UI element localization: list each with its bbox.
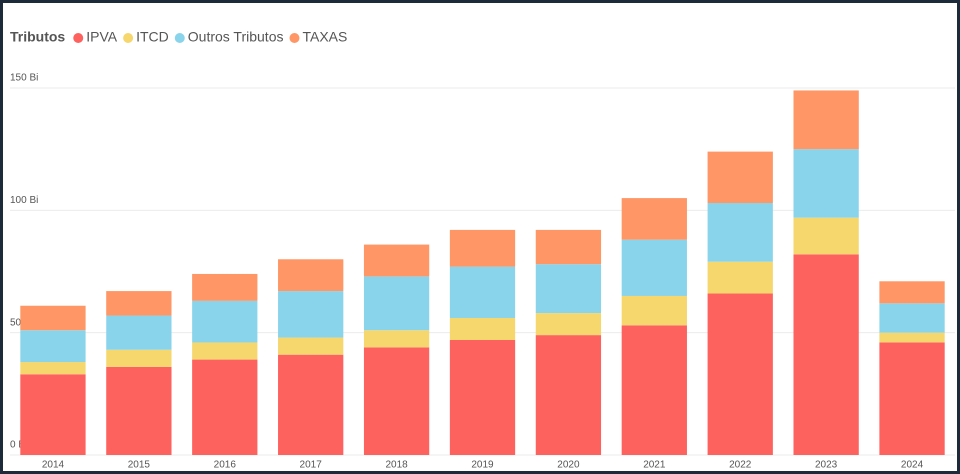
bar-segment [192,359,258,455]
bar-segment [20,305,86,331]
bar-segment [449,229,516,267]
x-tick-label: 2020 [557,460,580,471]
x-tick-label: 2021 [643,460,666,471]
x-tick-label: 2023 [815,460,838,471]
bar-segment [106,366,172,455]
legend-title: Tributos [10,29,65,45]
legend-label: ITCD [136,29,169,45]
bar-segment [106,315,172,350]
bar-segment [20,330,86,363]
bar-segment [535,335,602,455]
legend-marker [73,33,84,43]
legend-marker [123,33,134,43]
bar-segment [879,342,945,455]
y-tick-label: 150 Bi [10,73,38,84]
x-tick-label: 2015 [128,460,151,471]
bar-segment [278,259,344,292]
bar-segment [707,151,773,203]
bar-segment [20,374,86,455]
bar-segment [192,342,258,360]
legend-label: IPVA [86,29,118,45]
bar-segment [879,281,945,304]
bar-segment [363,330,430,348]
bar-segment [793,90,859,150]
y-tick-label: 100 Bi [10,195,38,206]
bar-segment [363,244,430,277]
bar-segment [707,293,773,455]
bar-segment [449,340,516,455]
bar-segment [621,198,687,240]
bar-segment [707,261,773,294]
bar-segment [879,332,945,343]
bar-segment [278,337,344,355]
x-tick-label: 2016 [214,460,237,471]
x-tick-label: 2018 [385,460,408,471]
bar-segment [278,291,344,338]
bar-segment [535,313,602,336]
bar-segment [621,239,687,296]
bar-segment [535,264,602,314]
legend-label: TAXAS [302,29,347,45]
legend-label: Outros Tributos [188,29,284,45]
legend-marker [289,33,300,43]
bar-segment [278,354,344,455]
bar-segment [449,317,516,341]
x-tick-label: 2024 [901,460,924,471]
bar-segment [192,273,258,301]
y-tick-label: 0 Bi [10,440,27,451]
bar-segment [363,276,430,331]
bar-segment [793,149,859,218]
bar-segment [20,362,86,375]
bar-segment [535,229,602,265]
bar-segment [192,300,258,343]
x-tick-label: 2019 [471,460,494,471]
bar-segment [621,325,687,455]
bar-segment [106,349,172,367]
bar-segment [879,303,945,333]
bar-segment [707,202,773,262]
x-tick-label: 2017 [300,460,323,471]
bar-segment [449,266,516,318]
bar-segment [106,291,172,316]
bar-segment [621,295,687,326]
bar-segment [793,217,859,255]
bar-segment [793,254,859,455]
x-tick-label: 2022 [729,460,752,471]
x-tick-label: 2014 [42,460,65,471]
legend-marker [174,33,185,43]
bar-segment [363,347,430,455]
